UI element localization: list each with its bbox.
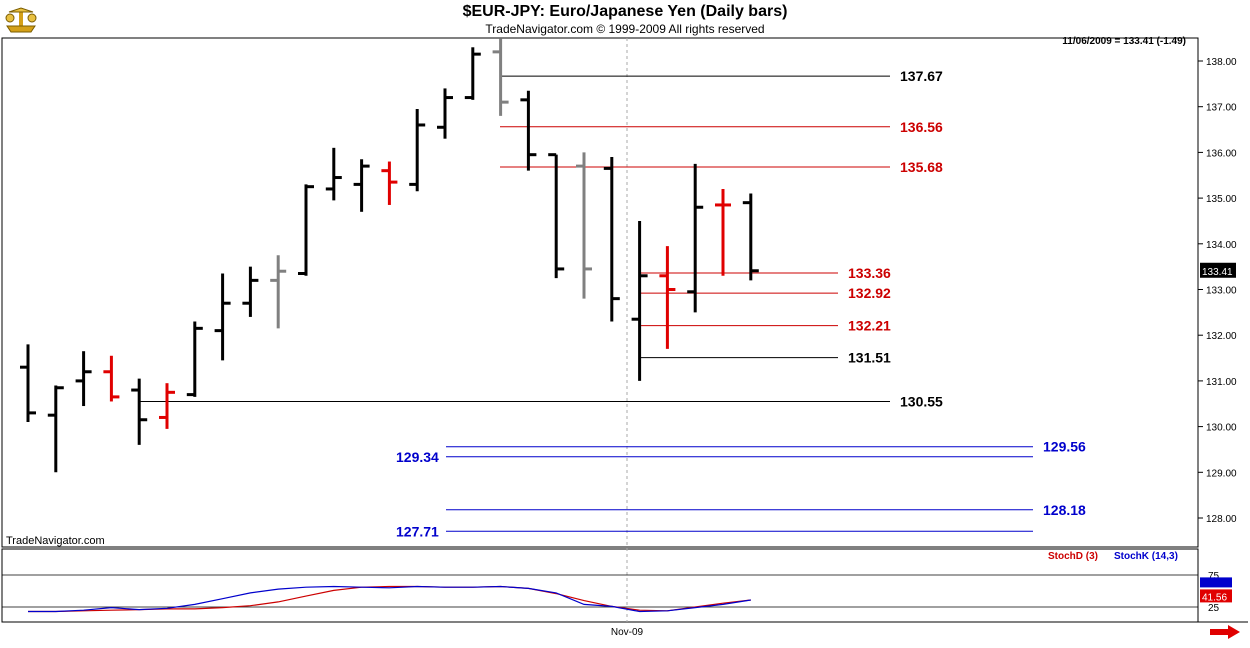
- legend-stochk: StochK (14,3): [1114, 551, 1178, 562]
- legend-stochd: StochD (3): [1048, 551, 1098, 562]
- level-label: 129.34: [396, 449, 439, 465]
- stoch-panel-frame: [1, 548, 1199, 623]
- level-label: 127.71: [396, 523, 439, 539]
- stoch-tick-label: 25: [1208, 603, 1220, 614]
- last-price-label: 133.41: [1202, 267, 1233, 278]
- y-tick-label: 128.00: [1206, 514, 1237, 525]
- level-label: 136.56: [900, 119, 943, 135]
- y-tick-label: 138.00: [1206, 57, 1237, 68]
- level-label: 137.67: [900, 68, 943, 84]
- y-tick-label: 133.00: [1206, 286, 1237, 297]
- trade-navigator-logo-icon: [5, 7, 37, 33]
- stoch-k-marker: [1200, 577, 1232, 588]
- level-label: 130.55: [900, 393, 943, 409]
- level-label: 132.92: [848, 285, 891, 301]
- y-tick-label: 129.00: [1206, 468, 1237, 479]
- stoch-last-label: 41.56: [1202, 592, 1227, 603]
- y-tick-label: 134.00: [1206, 240, 1237, 251]
- last-price-box: [1200, 262, 1236, 278]
- stoch-last-box: [1200, 589, 1232, 603]
- y-tick-label: 131.00: [1206, 377, 1237, 388]
- level-label: 131.51: [848, 350, 891, 366]
- stoch-line: [28, 585, 751, 613]
- level-label: 133.36: [848, 265, 891, 281]
- level-label: 128.18: [1043, 502, 1086, 518]
- x-tick-label: Nov-09: [611, 627, 644, 638]
- chart-subtitle: TradeNavigator.com © 1999-2009 All right…: [485, 22, 765, 36]
- stoch-line: [28, 585, 751, 613]
- level-label: 135.68: [900, 159, 943, 175]
- y-tick-label: 137.00: [1206, 103, 1237, 114]
- price-panel-frame: [1, 37, 1199, 548]
- y-tick-label: 132.00: [1206, 331, 1237, 342]
- y-tick-label: 136.00: [1206, 148, 1237, 159]
- scroll-right-arrow-icon[interactable]: [1210, 625, 1240, 639]
- level-label: 132.21: [848, 318, 891, 334]
- status-readout: 11/06/2009 = 133.41 (-1.49): [1062, 36, 1186, 47]
- brand-label: TradeNavigator.com: [6, 535, 105, 547]
- y-tick-label: 135.00: [1206, 194, 1237, 205]
- stoch-tick-label: 75: [1208, 571, 1220, 582]
- level-label: 129.56: [1043, 439, 1086, 455]
- y-tick-label: 130.00: [1206, 423, 1237, 434]
- chart-title: $EUR-JPY: Euro/Japanese Yen (Daily bars): [462, 3, 788, 20]
